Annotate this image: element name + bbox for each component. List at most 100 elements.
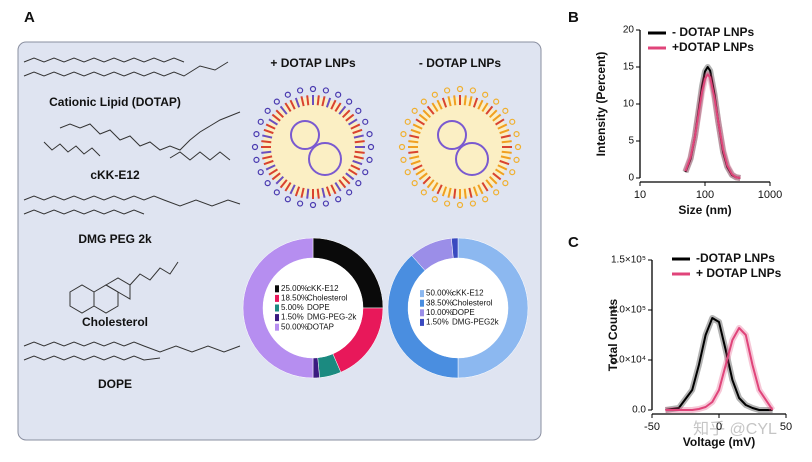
- lnp-lipid: [501, 150, 512, 154]
- lnp-lipid: [499, 128, 510, 135]
- legend-swatch: [275, 285, 279, 293]
- lnp-peg: [296, 87, 304, 94]
- lnp-peg: [513, 156, 520, 164]
- lnp-lipid: [409, 134, 420, 139]
- lnp-peg: [482, 196, 489, 203]
- lnp-lipid: [316, 95, 320, 106]
- legend-value: 18.50%: [281, 294, 308, 303]
- y-tick-label: 0: [628, 173, 634, 184]
- lnp-lipid: [284, 102, 292, 112]
- lipid-label: DMG PEG 2k: [78, 232, 152, 246]
- lnp-lipid: [321, 96, 326, 107]
- legend-label: DOPE: [452, 308, 475, 317]
- legend-value: 1.50%: [426, 318, 449, 327]
- lnp-lipid: [412, 123, 423, 130]
- lnp-peg: [366, 156, 373, 164]
- legend-swatch: [420, 309, 424, 317]
- lnp-lipid: [495, 168, 505, 176]
- lnp-peg: [443, 87, 451, 94]
- series-line: [665, 327, 774, 411]
- lnp-lipid: [477, 99, 484, 110]
- lnp-peg: [404, 169, 411, 176]
- lipid-label: cKK-E12: [90, 168, 140, 182]
- lnp-lipid: [415, 118, 425, 126]
- lnp-lipid: [481, 182, 489, 192]
- lnp-lipid: [408, 140, 419, 144]
- lnp-lipid: [418, 172, 428, 181]
- lnp-peg: [335, 91, 342, 98]
- lnp-peg: [509, 118, 516, 125]
- lnp-peg: [251, 143, 259, 151]
- lnp-lipid: [354, 140, 365, 144]
- series-line: [665, 317, 773, 411]
- lnp-lipid: [330, 99, 337, 110]
- lnp-peg: [431, 91, 438, 98]
- molecule-dotap: [23, 57, 185, 63]
- lnp-title: + DOTAP LNPs: [270, 56, 356, 70]
- legend-value: 38.50%: [426, 298, 453, 307]
- lnp-lipid: [485, 105, 494, 115]
- x-tick-label: 0: [716, 421, 722, 433]
- lnp-lipid: [341, 175, 351, 185]
- y-tick-label: 5: [628, 136, 634, 147]
- lnp-peg: [420, 98, 427, 105]
- lnp-lipid: [279, 179, 288, 189]
- legend-label: -DOTAP LNPs: [696, 251, 775, 265]
- lnp-lipid: [463, 188, 467, 199]
- molecule-peg: [23, 195, 241, 207]
- lnp-lipid: [334, 182, 342, 192]
- legend-swatch: [275, 294, 279, 302]
- legend-value: 50.00%: [281, 322, 308, 331]
- legend-swatch: [275, 314, 279, 322]
- lnp-peg: [502, 107, 509, 114]
- lnp-lipid: [463, 95, 467, 106]
- legend-label: DMG-PEG2k: [452, 318, 500, 327]
- series-band: [664, 315, 773, 413]
- legend-label: DOTAP: [307, 322, 334, 331]
- lnp-lipid: [481, 102, 489, 112]
- lnp-lipid: [263, 128, 274, 135]
- x-tick-label: 50: [780, 421, 792, 433]
- lnp-peg: [456, 85, 464, 93]
- lnp-peg: [404, 118, 411, 125]
- legend-label: cKK-E12: [452, 289, 484, 298]
- lnp-peg: [309, 85, 317, 93]
- lnp-lipid: [492, 113, 502, 122]
- lnp-lipid: [410, 159, 421, 166]
- lnp-peg: [362, 169, 369, 176]
- lnp-lipid: [265, 164, 276, 171]
- lnp-lipid: [275, 109, 285, 119]
- lnp-lipid: [289, 99, 296, 110]
- molecule-cholesterol: [129, 261, 179, 286]
- lnp-lipid: [410, 128, 421, 135]
- lnp-lipid: [500, 134, 511, 139]
- legend-label: + DOTAP LNPs: [696, 266, 782, 280]
- lnp-lipid: [472, 186, 479, 197]
- lnp-peg: [355, 180, 362, 187]
- legend-value: 5.00%: [281, 303, 304, 312]
- lnp-peg: [346, 98, 353, 105]
- lnp-peg: [264, 180, 271, 187]
- lnp-peg: [273, 189, 280, 196]
- lnp-peg: [355, 107, 362, 114]
- lnp-lipid: [436, 184, 443, 195]
- lnp-peg: [346, 189, 353, 196]
- lnp-rna: [455, 142, 489, 176]
- lnp-lipid: [271, 172, 281, 181]
- lnp-peg: [443, 200, 451, 207]
- legend-swatch: [420, 318, 424, 326]
- lnp-lipid: [268, 118, 278, 126]
- lnp-lipid: [472, 97, 479, 108]
- lnp-peg: [513, 130, 520, 138]
- lnp-lipid: [488, 175, 498, 185]
- lnp-peg: [309, 201, 317, 209]
- lnp-lipid: [265, 123, 276, 130]
- lnp-lipid: [426, 179, 435, 189]
- lnp-lipid: [422, 109, 432, 119]
- lnp-lipid: [306, 188, 310, 199]
- lnp-lipid: [447, 96, 452, 107]
- lnp-lipid: [418, 113, 428, 122]
- lnp-lipid: [275, 175, 285, 185]
- lnp-lipid: [338, 105, 347, 115]
- x-tick-label: -50: [644, 421, 660, 433]
